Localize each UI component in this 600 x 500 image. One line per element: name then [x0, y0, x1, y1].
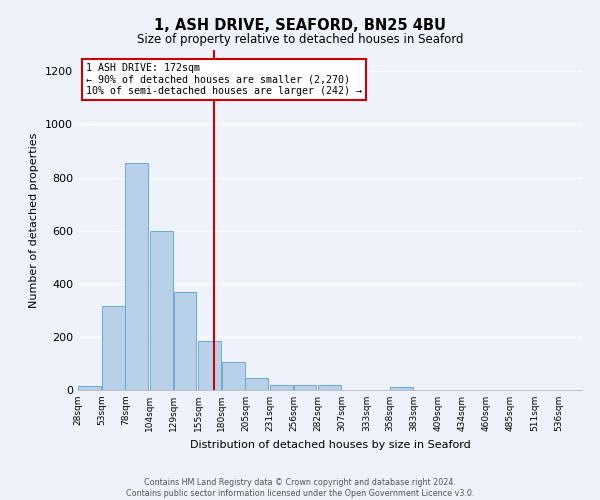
Bar — [245, 378, 268, 390]
X-axis label: Distribution of detached houses by size in Seaford: Distribution of detached houses by size … — [190, 440, 470, 450]
Bar — [101, 306, 125, 390]
Bar — [173, 292, 196, 390]
Bar — [293, 385, 316, 390]
Text: 1, ASH DRIVE, SEAFORD, BN25 4BU: 1, ASH DRIVE, SEAFORD, BN25 4BU — [154, 18, 446, 32]
Bar — [318, 385, 341, 390]
Bar — [78, 386, 101, 390]
Bar — [390, 387, 413, 390]
Bar — [198, 341, 221, 390]
Bar — [125, 163, 148, 390]
Y-axis label: Number of detached properties: Number of detached properties — [29, 132, 40, 308]
Text: Size of property relative to detached houses in Seaford: Size of property relative to detached ho… — [137, 32, 463, 46]
Bar — [150, 230, 173, 390]
Bar — [222, 362, 245, 390]
Text: Contains HM Land Registry data © Crown copyright and database right 2024.
Contai: Contains HM Land Registry data © Crown c… — [126, 478, 474, 498]
Text: 1 ASH DRIVE: 172sqm
← 90% of detached houses are smaller (2,270)
10% of semi-det: 1 ASH DRIVE: 172sqm ← 90% of detached ho… — [86, 64, 362, 96]
Bar — [270, 384, 293, 390]
